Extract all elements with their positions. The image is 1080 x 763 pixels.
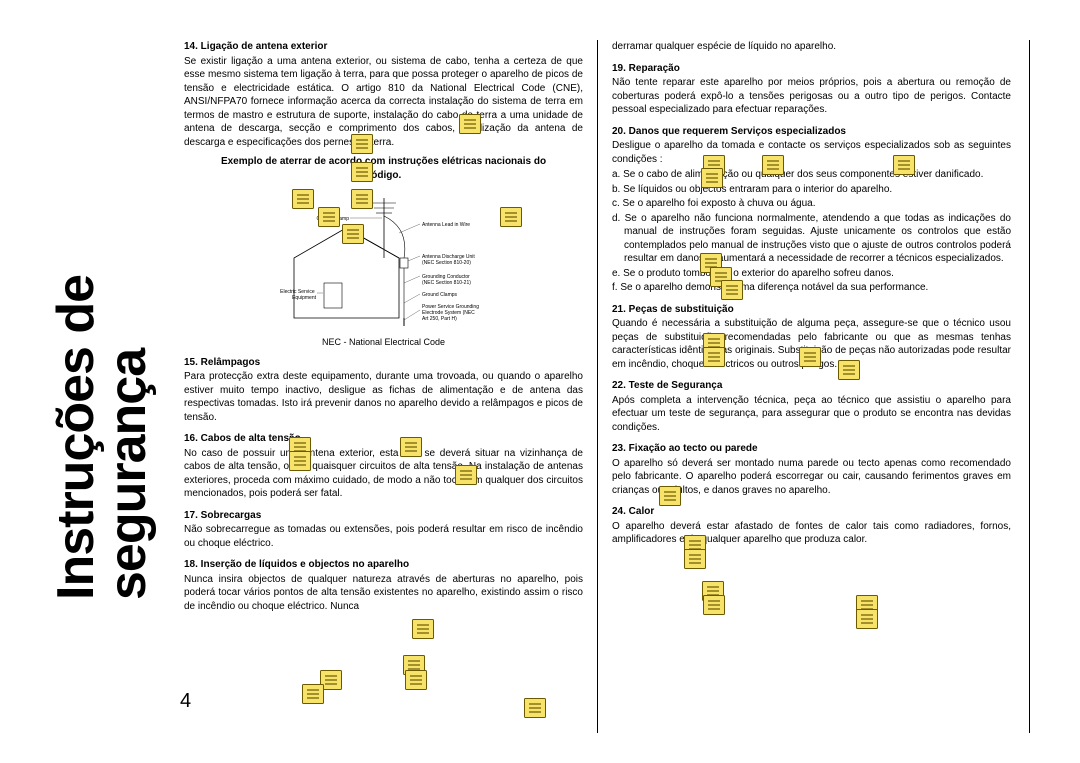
para-19: Não tente reparar este aparelho por meio…: [612, 76, 1011, 117]
heading-18: 18. Inserção de líquidos e objectos no a…: [184, 558, 583, 572]
para-22: Após completa a intervenção técnica, peç…: [612, 394, 1011, 435]
side-title: Instruções de segurança: [50, 40, 154, 600]
para-20: Desligue o aparelho da tomada e contacte…: [612, 139, 1011, 166]
heading-15: 15. Relâmpagos: [184, 356, 583, 370]
item-20d: d. Se o aparelho não funciona normalment…: [624, 212, 1011, 266]
item-20e: e. Se o produto tombou ou o exterior do …: [624, 267, 1011, 281]
para-23: O aparelho só deverá ser montado numa pa…: [612, 457, 1011, 498]
item-20a: a. Se o cabo de alimentação ou qualquer …: [624, 168, 1011, 182]
grounding-diagram: Ground Clamp Antenna Lead in Wire Antenn…: [184, 188, 583, 348]
svg-text:Antenna Lead in Wire: Antenna Lead in Wire: [422, 222, 470, 228]
heading-24: 24. Calor: [612, 505, 1011, 519]
item-20b: b. Se líquidos ou objectos entraram para…: [624, 183, 1011, 197]
left-column: 14. Ligação de antena exterior Se existi…: [174, 40, 598, 733]
svg-text:Antenna Discharge Unit: Antenna Discharge Unit (NEC Section 810-…: [422, 254, 476, 266]
item-20f: f. Se o aparelho demonstra uma diferença…: [624, 281, 1011, 295]
para-21: Quando é necessária a substituição de al…: [612, 317, 1011, 371]
para-14: Se existir ligação a uma antena exterior…: [184, 55, 583, 150]
list-20: a. Se o cabo de alimentação ou qualquer …: [612, 168, 1011, 295]
example-title: Exemplo de aterrar de acordo com instruç…: [184, 155, 583, 182]
heading-23: 23. Fixação ao tecto ou parede: [612, 442, 1011, 456]
right-column: derramar qualquer espécie de líquido no …: [598, 40, 1021, 733]
svg-text:Ground Clamp: Ground Clamp: [316, 216, 349, 222]
para-18: Nunca insira objectos de qualquer nature…: [184, 573, 583, 614]
page-number: 4: [180, 690, 191, 713]
svg-text:Electric Service E: Electric Service Equipment: [280, 289, 316, 301]
para-24: O aparelho deverá estar afastado de font…: [612, 520, 1011, 547]
svg-text:Grounding Conductor: Grounding Conductor (NEC Section 810-21): [422, 274, 471, 286]
document-page: Instruções de segurança 14. Ligação de a…: [50, 40, 1030, 733]
content-columns: 14. Ligação de antena exterior Se existi…: [174, 40, 1030, 733]
item-20c: c. Se o aparelho foi exposto à chuva ou …: [624, 197, 1011, 211]
heading-14: 14. Ligação de antena exterior: [184, 40, 583, 54]
heading-17: 17. Sobrecargas: [184, 509, 583, 523]
svg-text:Ground Clamps: Ground Clamps: [422, 292, 458, 298]
para-17: Não sobrecarregue as tomadas ou extensõe…: [184, 523, 583, 550]
heading-20: 20. Danos que requerem Serviços especial…: [612, 125, 1011, 139]
para-15: Para protecção extra deste equipamento, …: [184, 370, 583, 424]
heading-21: 21. Peças de substituição: [612, 303, 1011, 317]
para-16: No caso de possuir uma antena exterior, …: [184, 447, 583, 501]
heading-22: 22. Teste de Segurança: [612, 379, 1011, 393]
heading-16: 16. Cabos de alta tensão: [184, 432, 583, 446]
heading-19: 19. Reparação: [612, 62, 1011, 76]
diagram-caption: NEC - National Electrical Code: [184, 336, 583, 348]
svg-text:Power Service Grounding: Power Service Grounding Electrode System…: [422, 304, 480, 322]
para-18b: derramar qualquer espécie de líquido no …: [612, 40, 1011, 54]
